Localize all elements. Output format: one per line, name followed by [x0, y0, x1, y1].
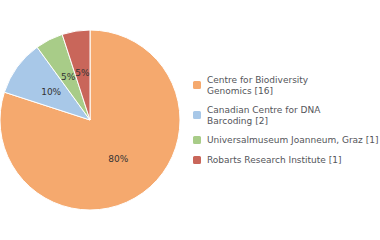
svg-text:Genomics [16]: Genomics [16] [207, 86, 273, 96]
svg-text:10%: 10% [41, 87, 61, 97]
svg-text:Universalmuseum Joanneum, Graz: Universalmuseum Joanneum, Graz [1] [207, 135, 378, 145]
svg-text:Barcoding [2]: Barcoding [2] [207, 116, 268, 126]
svg-text:Canadian Centre for DNA: Canadian Centre for DNA [207, 105, 321, 115]
svg-text:Robarts Research Institute [1]: Robarts Research Institute [1] [207, 155, 342, 165]
svg-text:5%: 5% [61, 72, 76, 82]
svg-text:5%: 5% [75, 68, 90, 78]
svg-text:Centre for Biodiversity: Centre for Biodiversity [207, 75, 309, 85]
svg-text:80%: 80% [108, 154, 128, 164]
